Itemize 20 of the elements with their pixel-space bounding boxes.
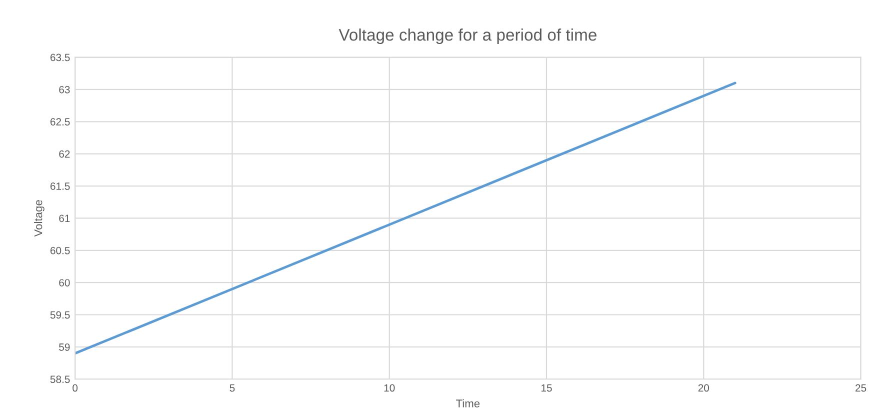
x-tick-label: 5	[230, 384, 235, 392]
y-tick-label: 61.5	[50, 182, 70, 190]
y-tick-label: 58.5	[50, 376, 70, 384]
y-tick-label: 60	[59, 279, 70, 286]
chart-title: Voltage change for a period of time	[338, 28, 596, 44]
x-tick-label: 20	[698, 384, 710, 392]
y-tick-label: 60.5	[50, 246, 70, 254]
x-tick-label: 25	[856, 384, 866, 392]
y-tick-label: 62.5	[50, 118, 70, 126]
y-tick-label: 62	[59, 150, 70, 158]
y-axis-title: Voltage	[34, 200, 44, 237]
y-tick-label: 61	[59, 214, 70, 222]
x-tick-label: 10	[384, 384, 395, 392]
y-tick-label: 63	[59, 86, 70, 94]
y-tick-label: 63.5	[50, 54, 70, 62]
x-axis-title: Time	[456, 399, 480, 408]
y-tick-label: 59	[59, 343, 70, 351]
y-tick-label: 59.5	[50, 311, 70, 319]
x-tick-label: 15	[542, 384, 552, 392]
x-tick-label: 0	[72, 384, 78, 392]
